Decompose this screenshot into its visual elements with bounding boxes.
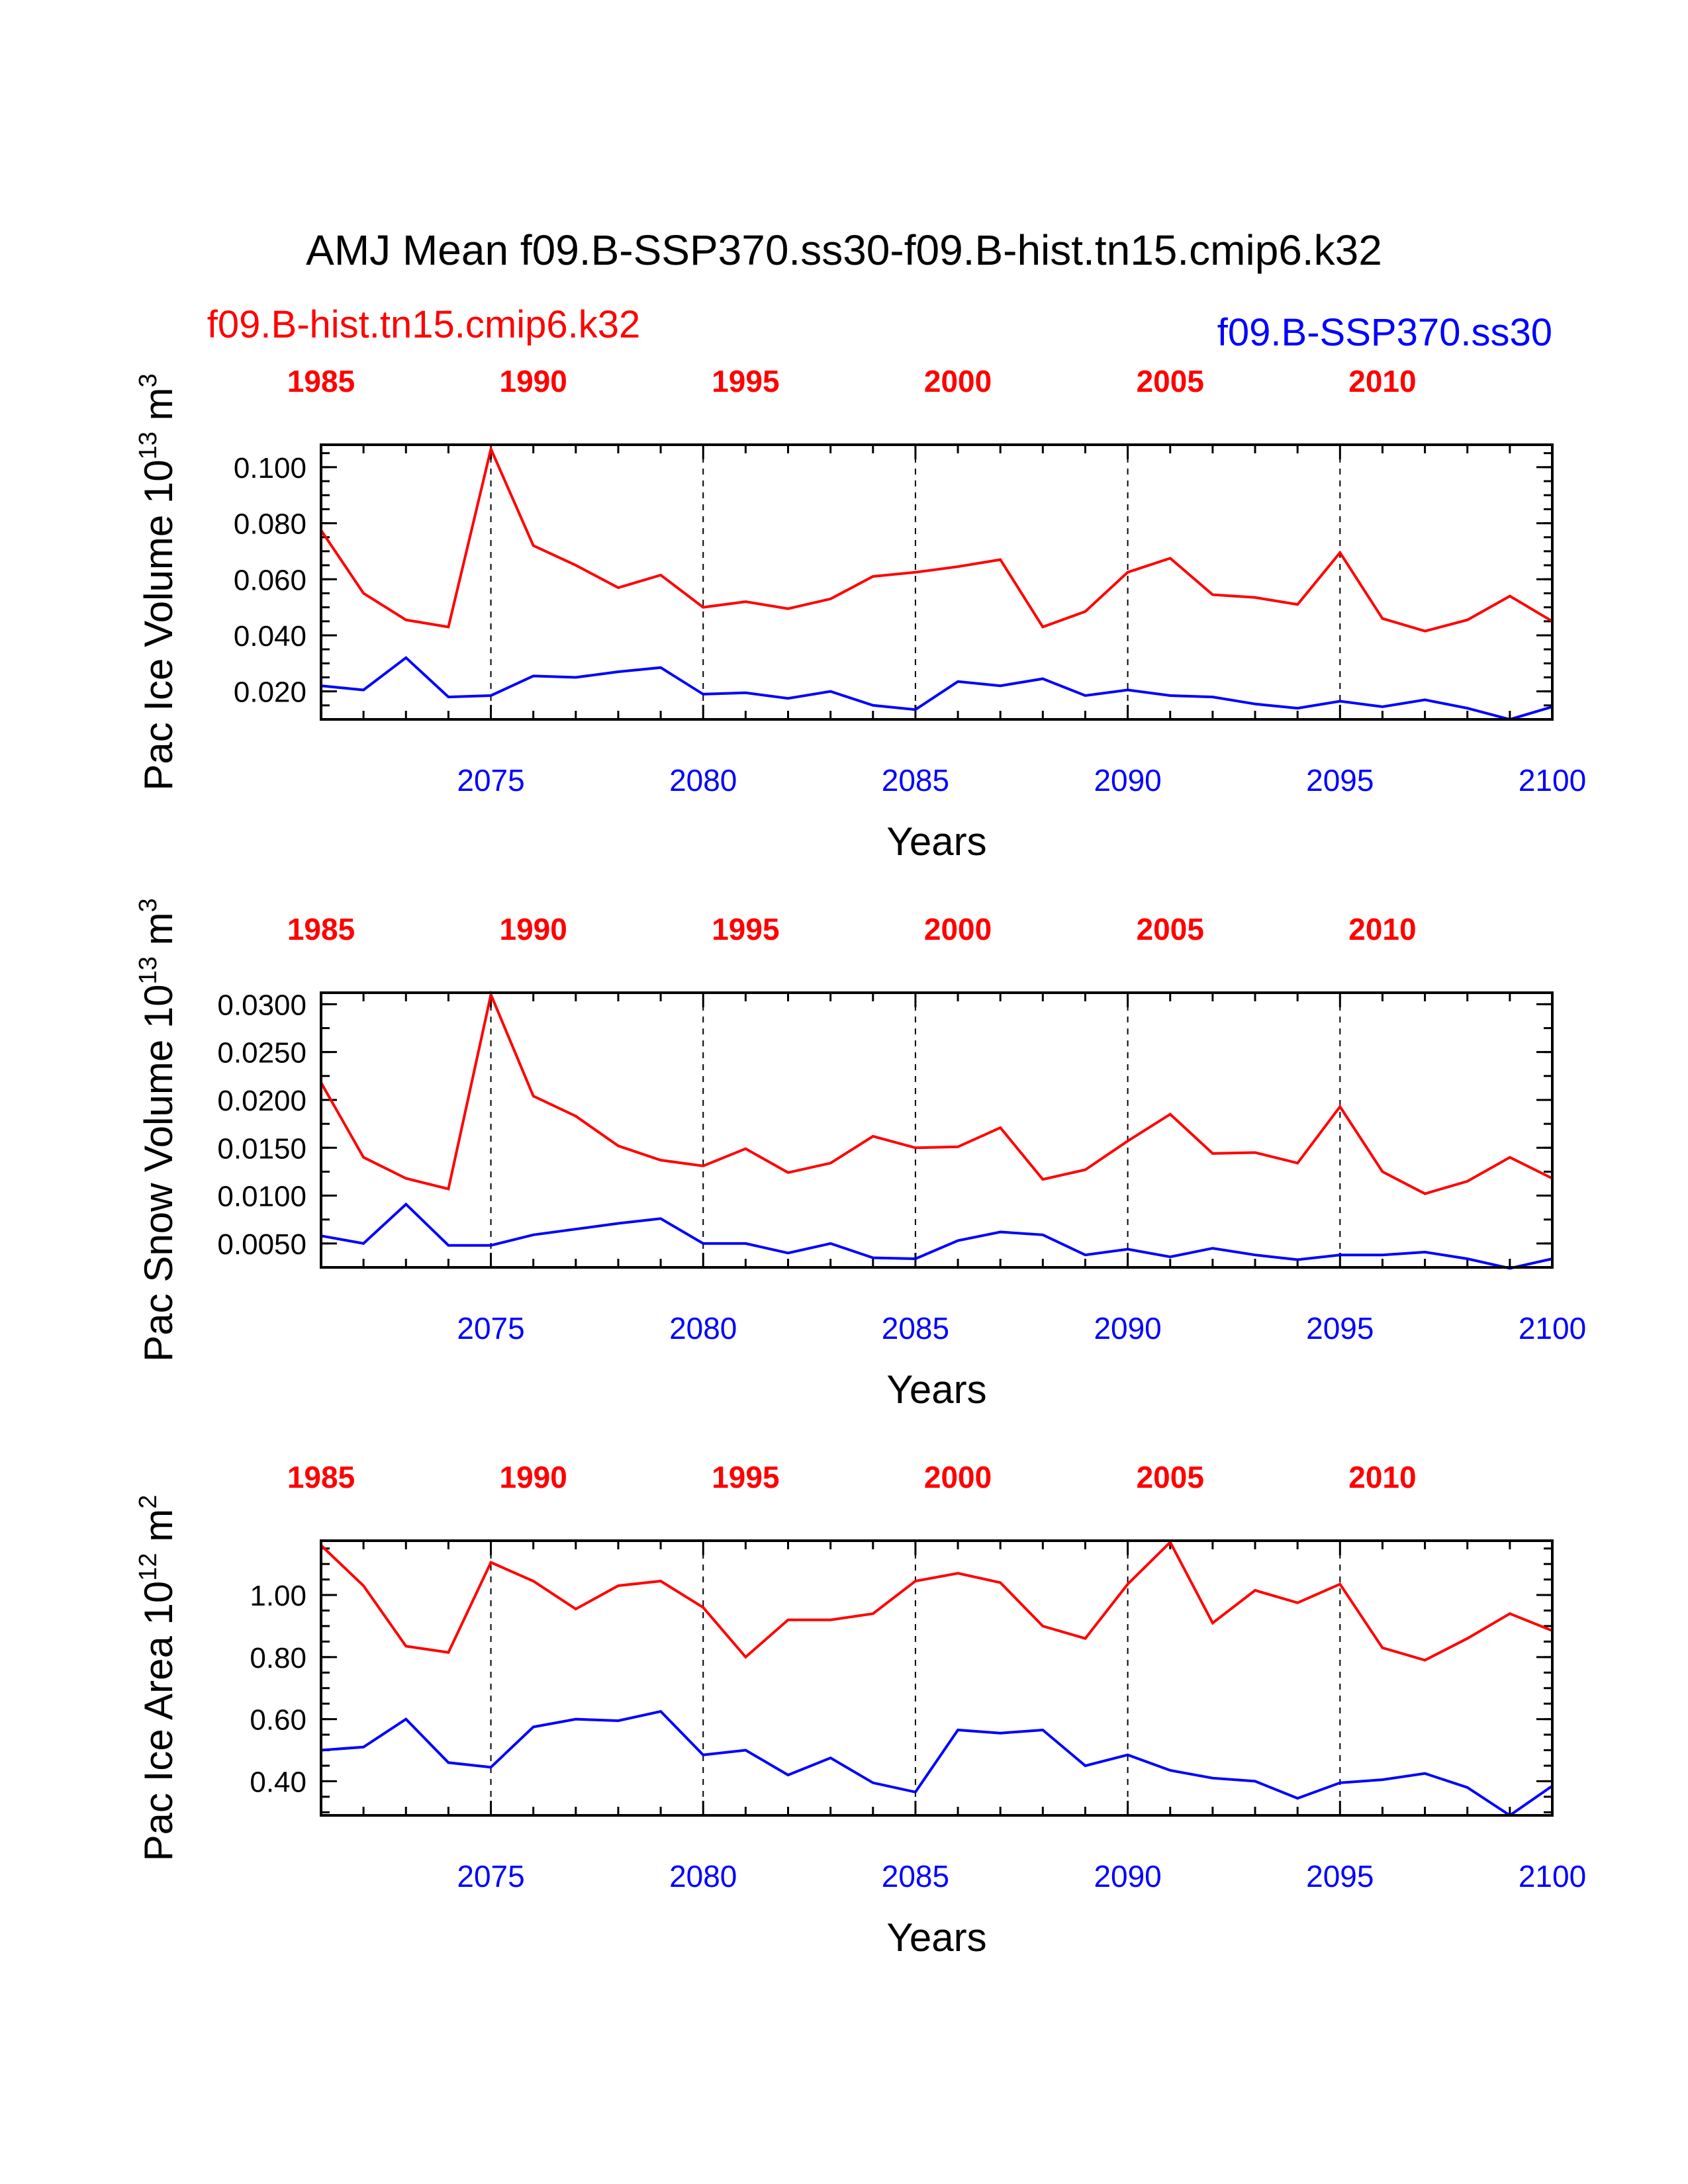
chart-panel-2: 0.0050 0.0100 0.0150 0.0200 0.0250 0.0300 2075… [134, 898, 1586, 1412]
y-axis-label: Pac Ice Volume 1013 m3 [134, 373, 181, 790]
plot-frame [320, 991, 1554, 1269]
x-tick-label-top: 2010 [1348, 364, 1416, 398]
x-tick-label-top: 1985 [287, 1460, 355, 1494]
y-axis-label-unit: m [136, 1509, 181, 1553]
y-tick-label: 0.40 [250, 1766, 306, 1798]
plot-frame [320, 1539, 1554, 1817]
y-tick-label: 0.0300 [217, 989, 306, 1021]
x-tick-label-top: 1990 [500, 364, 567, 398]
y-axis-label-main: Pac Ice Area 10 [136, 1581, 181, 1862]
y-tick-label: 0.0100 [217, 1181, 306, 1213]
y-axis-label-exponent: 12 [134, 1553, 162, 1580]
x-tick-label-top: 1985 [287, 364, 355, 398]
y-axis-label-unit: m [136, 387, 181, 432]
x-tick-label-bottom: 2090 [1094, 1859, 1161, 1893]
y-tick-label: 0.60 [250, 1704, 306, 1737]
y-axis-label-exponent: 13 [134, 956, 162, 984]
y-tick-label: 0.0150 [217, 1132, 306, 1165]
x-axis-label: Years [886, 819, 986, 864]
y-tick-label: 0.060 [234, 564, 306, 596]
x-tick-label-top: 2000 [924, 912, 992, 946]
x-tick-label-bottom: 2100 [1519, 1311, 1586, 1345]
x-tick-label-bottom: 2085 [882, 763, 949, 797]
y-tick-label: 0.040 [234, 620, 306, 653]
y-tick-label: 0.0050 [217, 1228, 306, 1261]
x-tick-label-bottom: 2075 [457, 1859, 524, 1893]
x-tick-label-top: 1990 [500, 912, 567, 946]
y-axis-label-exponent: 13 [134, 432, 162, 459]
x-tick-label-top: 2005 [1137, 1460, 1204, 1494]
x-tick-label-top: 2000 [924, 364, 992, 398]
x-tick-label-bottom: 2095 [1306, 763, 1374, 797]
x-tick-label-top: 1995 [712, 912, 779, 946]
y-axis-label-unit: m [136, 912, 181, 956]
figure-title: AMJ Mean f09.B-SSP370.ss30-f09.B-hist.tn… [306, 226, 1382, 274]
x-axis-label: Years [886, 1915, 986, 1960]
x-tick-label-top: 1995 [712, 364, 779, 398]
y-tick-label: 0.0250 [217, 1037, 306, 1069]
x-tick-label-top: 2000 [924, 1460, 992, 1494]
y-tick-label: 0.80 [250, 1642, 306, 1674]
x-tick-label-bottom: 2095 [1306, 1859, 1374, 1893]
chart-panel-1: 0.020 0.040 0.060 0.080 0.100 2075 2080 2085 209… [134, 364, 1586, 864]
legend-label-hist: f09.B-hist.tn15.cmip6.k32 [207, 303, 640, 346]
x-tick-label-bottom: 2090 [1094, 1311, 1161, 1345]
x-tick-label-top: 1990 [500, 1460, 567, 1494]
x-tick-label-top: 1995 [712, 1460, 779, 1494]
x-tick-label-top: 2005 [1137, 912, 1204, 946]
y-axis-label-unit-exponent: 3 [134, 373, 162, 387]
x-tick-label-bottom: 2085 [882, 1859, 949, 1893]
y-axis-label: Pac Ice Area 1012 m2 [134, 1495, 181, 1862]
series-line-ssp [320, 656, 1553, 721]
x-tick-label-bottom: 2080 [669, 763, 737, 797]
series-line-ssp [320, 1709, 1554, 1817]
x-tick-label-bottom: 2090 [1094, 763, 1161, 797]
chart-panel-3: 0.40 0.60 0.80 1.00 2075 2080 2085 2090 2095 2100… [134, 1460, 1586, 1960]
y-axis-label-main: Pac Ice Volume 10 [136, 459, 181, 790]
x-tick-label-bottom: 2080 [669, 1859, 737, 1893]
x-axis-label: Years [886, 1367, 986, 1412]
x-tick-label-top: 2010 [1348, 912, 1416, 946]
x-tick-label-bottom: 2080 [669, 1311, 737, 1345]
series-line-ssp [320, 1202, 1553, 1270]
y-axis-label-unit-exponent: 2 [134, 1495, 162, 1509]
y-tick-label: 0.100 [234, 452, 306, 484]
x-tick-label-bottom: 2100 [1519, 1859, 1586, 1893]
x-tick-label-bottom: 2075 [457, 763, 524, 797]
y-axis-label-main: Pac Snow Volume 10 [136, 984, 181, 1361]
y-axis-label-unit-exponent: 3 [134, 898, 162, 912]
y-tick-label: 1.00 [250, 1580, 306, 1612]
x-tick-label-bottom: 2095 [1306, 1311, 1374, 1345]
x-tick-label-top: 2010 [1348, 1460, 1416, 1494]
panels: 0.020 0.040 0.060 0.080 0.100 2075 2080 2085 209… [134, 364, 1586, 1960]
x-tick-label-top: 1985 [287, 912, 355, 946]
series-line-hist [320, 1539, 1553, 1662]
y-tick-label: 0.0200 [217, 1085, 306, 1117]
x-tick-label-bottom: 2100 [1519, 763, 1586, 797]
legend-label-ssp: f09.B-SSP370.ss30 [1217, 311, 1552, 354]
x-tick-label-bottom: 2085 [882, 1311, 949, 1345]
y-tick-label: 0.080 [234, 508, 306, 541]
series-line-hist [320, 445, 1554, 633]
plot-frame [320, 443, 1554, 721]
x-tick-label-bottom: 2075 [457, 1311, 524, 1345]
series-line-hist [320, 990, 1553, 1195]
y-axis-label: Pac Snow Volume 1013 m3 [134, 898, 181, 1361]
y-tick-label: 0.020 [234, 676, 306, 709]
x-tick-label-top: 2005 [1137, 364, 1204, 398]
